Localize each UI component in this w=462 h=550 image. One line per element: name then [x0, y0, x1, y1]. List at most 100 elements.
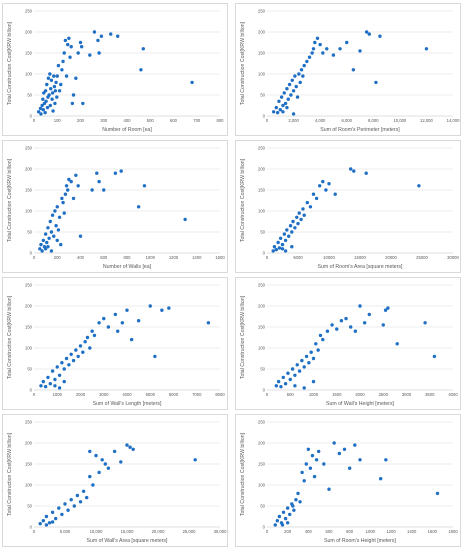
data-point	[63, 192, 68, 196]
data-point	[60, 196, 64, 201]
data-point	[308, 466, 313, 470]
data-point	[64, 74, 69, 78]
x-tick-label: 100	[54, 118, 62, 123]
x-tick-label: 2000	[355, 392, 365, 397]
data-point	[286, 371, 290, 375]
data-point	[57, 386, 62, 390]
data-point	[302, 63, 306, 68]
x-tick-label: 1200	[169, 255, 179, 260]
data-point	[57, 215, 62, 219]
data-point	[302, 386, 306, 390]
data-point	[41, 379, 45, 384]
data-point	[55, 238, 59, 243]
data-point	[60, 512, 64, 517]
y-tick-label: 100	[258, 72, 266, 77]
x-tick-label: 1500	[332, 392, 342, 397]
y-axis-title: Total Construction Cost[KRW billion]	[7, 21, 13, 105]
y-tick-label: 250	[25, 146, 33, 151]
data-point	[47, 236, 51, 240]
data-point	[92, 30, 97, 34]
data-point	[342, 447, 347, 451]
x-tick-label: 3500	[425, 392, 435, 397]
panel-border	[2, 140, 228, 273]
scatter-panel-3: 0 50 100 150 200 250 0 200 400 600 800 1000 1200 1400…	[2, 140, 228, 273]
data-point	[386, 306, 390, 310]
data-point	[69, 352, 73, 356]
y-tick-label: 50	[260, 230, 265, 235]
data-point	[311, 379, 316, 384]
x-tick-label: 5000	[146, 392, 156, 397]
scatter-svg: 0 50 100 150 200 250 0 100 200 300 400 500 600 700 800…	[7, 9, 224, 134]
data-point	[40, 103, 44, 108]
data-point	[136, 205, 141, 209]
data-point	[76, 184, 80, 188]
y-tick-label: 150	[25, 325, 33, 330]
x-tick-label: 0	[33, 529, 36, 534]
data-point	[48, 219, 52, 224]
data-point	[190, 80, 194, 85]
x-tick-label: 30,000	[214, 529, 227, 534]
x-tick-label: 1400	[407, 529, 417, 534]
data-point	[274, 247, 278, 252]
data-point	[290, 78, 294, 83]
y-tick-label: 50	[27, 230, 32, 235]
data-point	[54, 224, 58, 228]
data-point	[47, 93, 51, 97]
x-tick-label: 800	[124, 255, 132, 260]
y-tick-label: 50	[260, 93, 265, 98]
data-point	[293, 373, 297, 377]
data-point	[59, 82, 63, 87]
data-point	[347, 466, 352, 470]
x-axis-title: Number of Walls [ea]	[103, 264, 152, 270]
data-point	[278, 108, 282, 112]
x-axis-title: Number of Room [ea]	[102, 127, 152, 133]
data-point	[64, 184, 69, 188]
data-point	[43, 384, 48, 389]
data-point	[90, 188, 94, 192]
data-point	[62, 367, 66, 371]
data-point	[313, 40, 317, 45]
data-point	[311, 192, 316, 196]
data-point	[283, 238, 288, 243]
data-point	[307, 55, 312, 59]
data-point	[314, 196, 319, 201]
data-point	[279, 384, 283, 389]
data-point	[52, 234, 56, 238]
data-point	[301, 207, 305, 211]
data-point	[321, 179, 325, 184]
data-point	[53, 377, 57, 382]
data-point	[116, 329, 120, 333]
y-axis-title: Total Construction Cost[KRW billion]	[7, 295, 13, 379]
data-point	[310, 453, 315, 458]
data-point	[49, 230, 54, 234]
y-tick-label: 100	[25, 72, 33, 77]
data-point	[38, 247, 42, 251]
data-point	[349, 325, 353, 329]
data-point	[62, 51, 66, 55]
y-tick-label: 200	[25, 30, 33, 35]
data-point	[70, 101, 75, 106]
data-point	[281, 510, 286, 514]
data-point	[285, 228, 289, 232]
data-point	[331, 53, 336, 57]
data-point	[67, 363, 71, 367]
data-point	[316, 449, 321, 454]
data-point	[276, 240, 280, 245]
data-point	[66, 42, 70, 47]
panel-border	[235, 3, 461, 136]
data-point	[78, 500, 83, 504]
data-point	[296, 491, 300, 496]
data-point	[310, 51, 314, 55]
data-point	[61, 59, 65, 64]
data-point	[288, 224, 293, 228]
y-tick-label: 200	[25, 304, 33, 309]
data-point	[308, 205, 313, 209]
data-point	[316, 348, 320, 352]
x-tick-label: 2000	[76, 392, 86, 397]
x-tick-label: 20,000	[152, 529, 165, 534]
data-point	[287, 234, 291, 238]
data-point	[384, 458, 388, 462]
panel-border	[235, 277, 461, 410]
data-point	[74, 173, 78, 177]
y-tick-label: 50	[260, 504, 265, 509]
